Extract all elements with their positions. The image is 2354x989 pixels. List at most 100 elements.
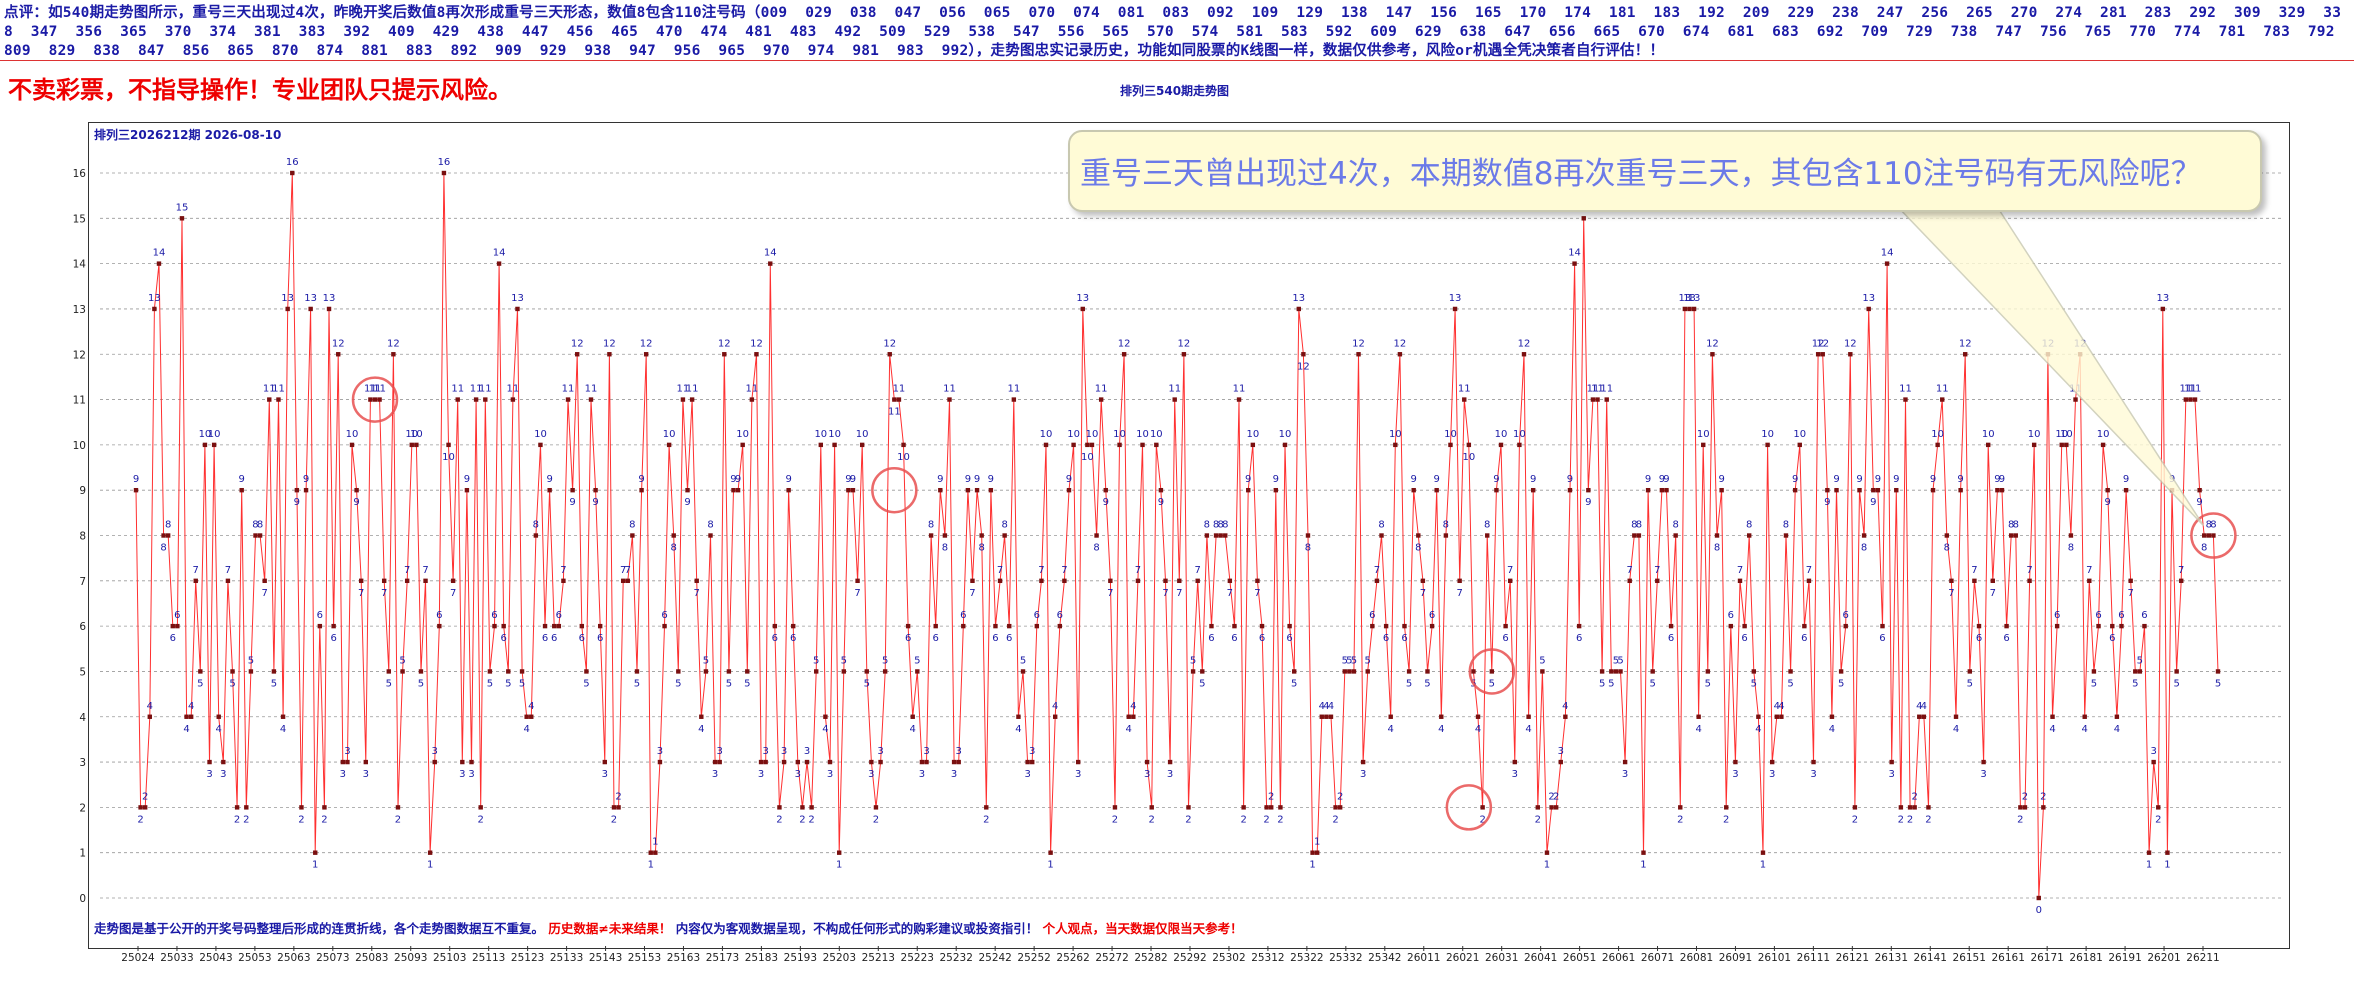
data-label: 2 — [478, 814, 484, 825]
data-label: 7 — [1061, 565, 1067, 576]
data-label: 10 — [897, 452, 910, 463]
data-point — [1227, 578, 1233, 584]
data-point — [1025, 759, 1030, 765]
x-tick-label: 25262 — [1056, 952, 1089, 964]
data-point — [156, 261, 162, 266]
data-point — [1940, 397, 1945, 402]
data-label: 6 — [790, 633, 796, 644]
data-point — [1360, 759, 1366, 765]
data-label: 7 — [225, 565, 231, 576]
data-label: 12 — [1394, 338, 1407, 349]
data-label: 5 — [1650, 678, 1656, 689]
data-point — [974, 487, 980, 493]
data-label: 9 — [1663, 474, 1669, 485]
data-label: 8 — [2201, 543, 2207, 554]
data-point — [331, 623, 336, 629]
data-point — [768, 261, 773, 266]
data-label: 5 — [1190, 655, 1196, 666]
data-point — [2068, 533, 2074, 538]
data-point — [1466, 442, 1472, 448]
data-point — [1526, 714, 1531, 719]
x-tick-label: 25282 — [1134, 952, 1167, 964]
disclaimer-banner: 不卖彩票，不指导操作！专业团队只提示风险。 — [8, 75, 512, 104]
data-label: 5 — [1351, 655, 1357, 666]
data-point — [1701, 442, 1706, 448]
data-point — [1990, 578, 1995, 584]
data-label: 11 — [585, 384, 598, 395]
data-point — [152, 306, 157, 312]
footer-note-personal: 个人观点，当天数据仅限当天参考！ — [1042, 921, 1243, 936]
data-point — [487, 669, 493, 674]
data-label: 4 — [1388, 724, 1394, 735]
data-point — [290, 170, 295, 176]
data-label: 9 — [464, 474, 470, 485]
data-point — [2160, 306, 2166, 312]
callout-text: 重号三天曾出现过4次，本期数值8再次重号三天，其包含110注号码有无风险呢？ — [1080, 156, 2202, 192]
data-point — [1549, 805, 1554, 810]
data-label: 12 — [1297, 361, 1310, 372]
data-point — [469, 759, 474, 765]
data-point — [1149, 805, 1154, 810]
data-label: 2 — [1263, 814, 1269, 825]
data-point — [1154, 442, 1159, 448]
data-label: 3 — [804, 746, 810, 757]
data-label: 7 — [1948, 588, 1954, 599]
data-label: 3 — [432, 746, 438, 757]
data-label: 5 — [864, 678, 870, 689]
data-point — [1958, 487, 1963, 493]
data-point — [1751, 669, 1757, 674]
data-label: 2 — [1925, 814, 1931, 825]
data-label: 6 — [1369, 610, 1375, 621]
data-point — [1314, 850, 1320, 855]
data-label: 10 — [1150, 429, 1163, 440]
footer-note: 走势图是基于公开的开奖号码整理后形成的连贯折线，各个走势图数据互不重复。 历史数… — [94, 918, 1243, 937]
data-label: 7 — [1162, 588, 1168, 599]
data-point — [1668, 623, 1674, 629]
data-point — [1337, 805, 1343, 810]
data-label: 12 — [1178, 338, 1191, 349]
data-label: 2 — [234, 814, 240, 825]
data-point — [804, 759, 810, 765]
data-label: 5 — [2173, 678, 2179, 689]
data-point — [1448, 442, 1453, 448]
data-point — [745, 669, 750, 674]
data-point — [602, 759, 607, 765]
data-label: 9 — [1875, 474, 1881, 485]
x-tick-label: 25103 — [433, 952, 466, 964]
data-point — [1976, 623, 1982, 629]
data-label: 6 — [2054, 610, 2060, 621]
data-label: 11 — [1899, 384, 1912, 395]
data-label: 10 — [1246, 429, 1259, 440]
data-label: 1 — [1760, 860, 1766, 871]
data-label: 4 — [147, 701, 153, 712]
data-point — [1912, 805, 1917, 810]
data-point — [2082, 714, 2087, 719]
data-point — [1995, 487, 2000, 493]
data-label: 4 — [698, 724, 704, 735]
data-point — [781, 759, 787, 765]
data-label: 9 — [546, 474, 552, 485]
data-label: 10 — [1931, 429, 1944, 440]
data-label: 8 — [1415, 543, 1421, 554]
data-point — [501, 623, 506, 629]
data-point — [1255, 578, 1260, 584]
data-point — [1333, 805, 1338, 810]
data-label: 7 — [625, 565, 631, 576]
data-label: 5 — [583, 678, 589, 689]
data-point — [2054, 623, 2060, 629]
data-point — [234, 805, 240, 810]
data-point — [1586, 487, 1591, 493]
data-point — [1944, 533, 1950, 538]
data-point — [340, 759, 346, 765]
data-label: 4 — [1130, 701, 1136, 712]
data-point — [901, 442, 906, 448]
data-label: 3 — [657, 746, 663, 757]
data-point — [928, 533, 934, 538]
x-tick-label: 25113 — [472, 952, 505, 964]
y-tick-label: 7 — [79, 576, 86, 588]
data-point — [1797, 442, 1802, 448]
y-tick-label: 12 — [73, 349, 86, 361]
data-label: 3 — [1360, 769, 1366, 780]
data-point — [836, 850, 842, 855]
data-point — [1714, 533, 1720, 538]
